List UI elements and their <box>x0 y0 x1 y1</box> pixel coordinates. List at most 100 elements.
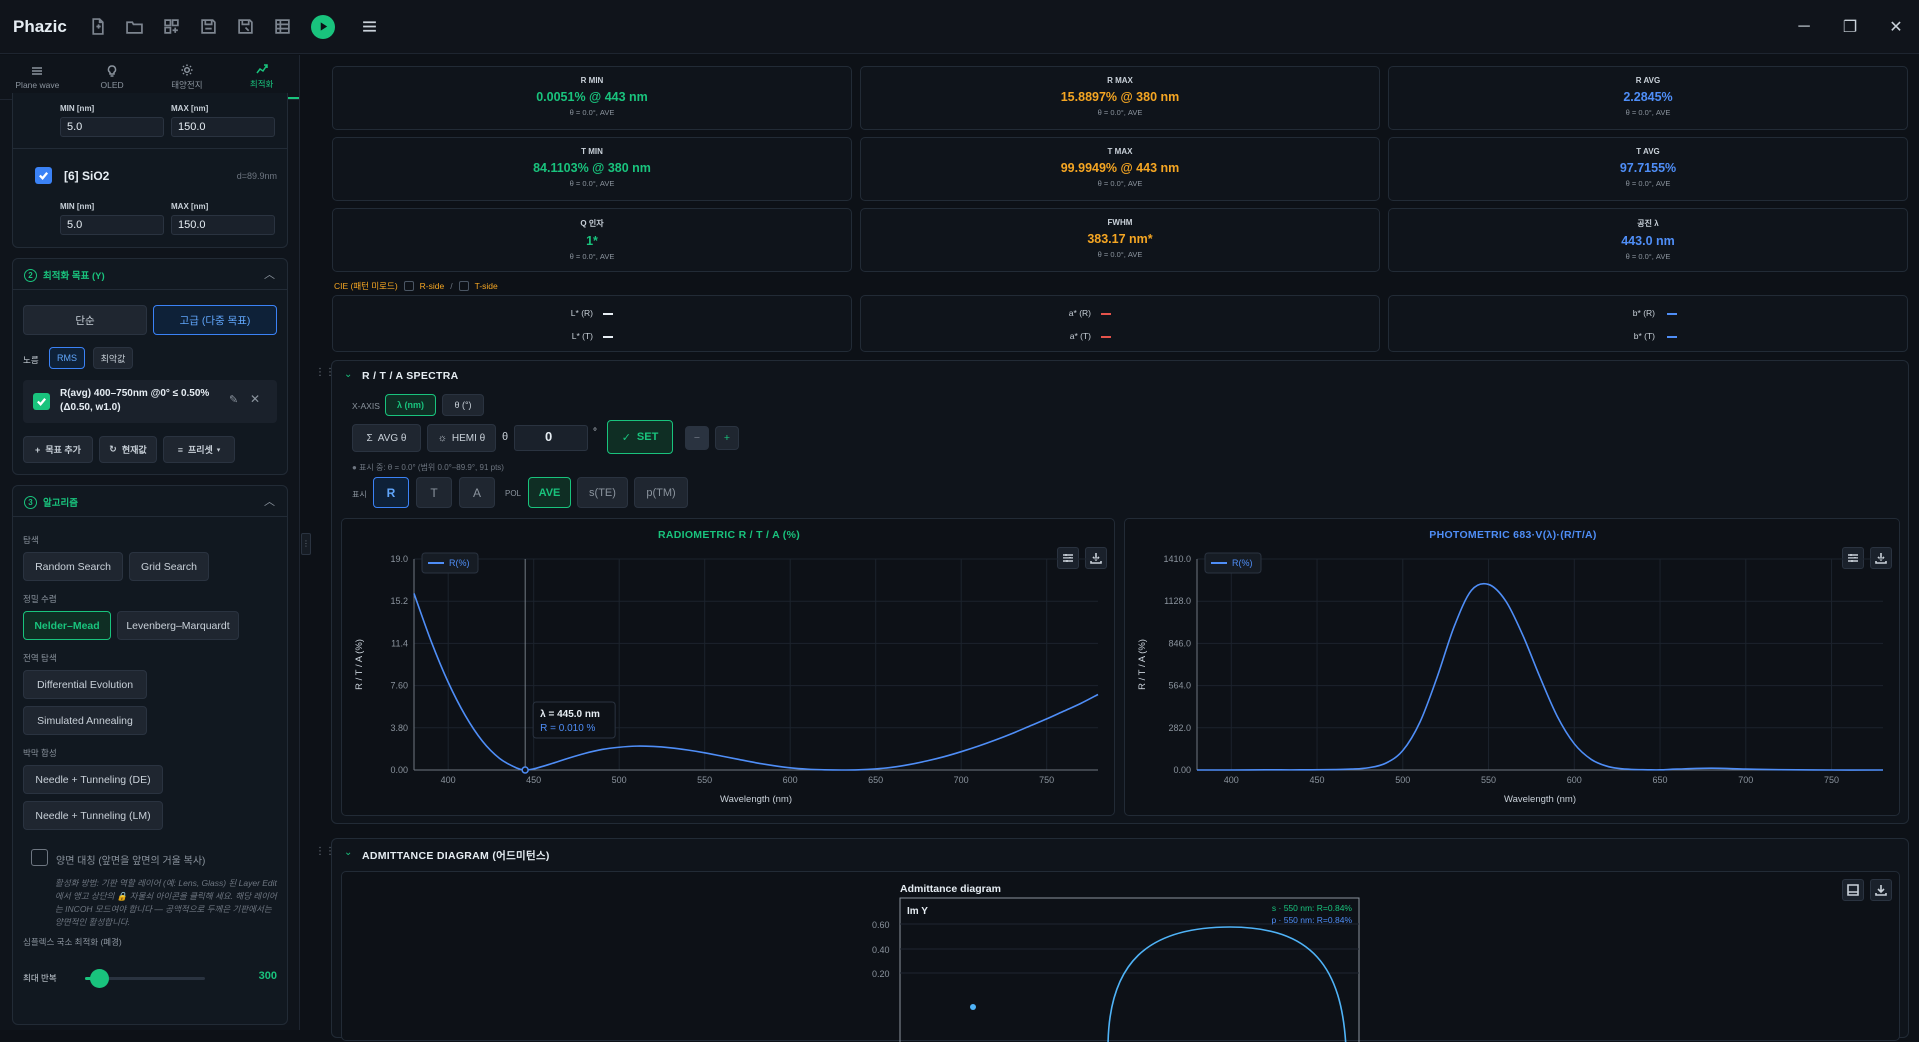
slider-thumb[interactable] <box>90 969 110 988</box>
norm-worst-button[interactable]: 최악값 <box>93 347 133 369</box>
t-side-checkbox[interactable] <box>458 281 469 291</box>
pol-ave-button[interactable]: AVE <box>528 477 571 508</box>
set-button[interactable]: ✓ SET <box>607 420 673 454</box>
spectra-title: R / T / A SPECTRA <box>362 370 459 382</box>
y-tick-label: 846.0 <box>1168 638 1191 648</box>
x-tick-label: 650 <box>868 775 883 785</box>
levenberg-button[interactable]: Levenberg–Marquardt <box>117 611 239 640</box>
target-weights: (Δ0.50, w1.0) <box>60 402 121 413</box>
cie-r-value <box>1101 313 1111 315</box>
drag-handle-icon[interactable]: ⋮⋮ <box>315 846 335 857</box>
hemi-theta-button[interactable]: ☼ HEMI θ <box>427 424 496 452</box>
theta-input[interactable]: 0 <box>514 425 588 451</box>
collapse-chevron-icon[interactable]: ⌄ <box>344 369 353 380</box>
current-value-button[interactable]: ↻ 현재값 <box>99 436 157 463</box>
table-icon[interactable] <box>270 14 295 39</box>
metric-title: R MIN <box>580 76 604 85</box>
cie-bar: CIE (패턴 미로드) R-side / T-side <box>334 280 498 292</box>
splitter-handle[interactable]: ⋮ <box>301 533 311 555</box>
metric-sub: θ = 0.0°, AVE <box>1625 108 1671 117</box>
tooltip-box <box>532 701 616 739</box>
add-grid-icon[interactable] <box>159 14 184 39</box>
max-input[interactable]: 150.0 <box>171 215 275 235</box>
tab-solar[interactable]: 태양전지 <box>150 55 225 99</box>
needle-lm-button[interactable]: Needle + Tunneling (LM) <box>23 801 163 830</box>
cie-r-value <box>1667 313 1677 315</box>
metric-card: T MIN 84.1103% @ 380 nm θ = 0.0°, AVE <box>332 137 852 201</box>
display-t-button[interactable]: T <box>416 477 452 508</box>
settings-sliders-icon[interactable] <box>1842 547 1864 569</box>
metric-sub: θ = 0.0°, AVE <box>1097 179 1143 188</box>
preset-button[interactable]: ≡ 프리셋 ▾ <box>163 436 235 463</box>
download-icon[interactable] <box>1085 547 1107 569</box>
max-input[interactable]: 150.0 <box>171 117 275 137</box>
avg-theta-button[interactable]: Σ AVG θ <box>352 424 421 452</box>
chevron-up-icon[interactable]: ︿ <box>264 269 275 281</box>
metric-sub: θ = 0.0°, AVE <box>569 252 615 261</box>
image-export-icon[interactable] <box>1842 879 1864 901</box>
mode-simple-button[interactable]: 단순 <box>23 305 147 335</box>
metric-card: T AVG 97.7155% θ = 0.0°, AVE <box>1388 137 1908 201</box>
delete-icon[interactable]: ✕ <box>250 392 261 406</box>
mode-advanced-button[interactable]: 고급 (다중 목표) <box>153 305 277 335</box>
x-theta-button[interactable]: θ (°) <box>442 394 484 416</box>
save-as-icon[interactable] <box>233 14 258 39</box>
download-icon[interactable] <box>1870 879 1892 901</box>
add-target-button[interactable]: + 목표 추가 <box>23 436 93 463</box>
layer-checkbox[interactable] <box>35 167 52 184</box>
simulated-annealing-button[interactable]: Simulated Annealing <box>23 706 147 735</box>
tab-plane-wave[interactable]: Plane wave <box>0 55 75 99</box>
sigma-icon: Σ <box>366 432 373 444</box>
norm-rms-button[interactable]: RMS <box>49 347 85 369</box>
pol-s-button[interactable]: s(TE) <box>577 477 628 508</box>
algorithm-header[interactable]: 3 알고리즘 <box>24 495 78 509</box>
drag-handle-icon[interactable]: ⋮⋮ <box>315 367 335 378</box>
theta-minus-button[interactable]: − <box>685 426 709 450</box>
nelder-mead-button[interactable]: Nelder–Mead <box>23 611 111 640</box>
theta-plus-button[interactable]: + <box>715 426 739 450</box>
cie-r-label: a* (R) <box>1068 308 1091 318</box>
settings-sliders-icon[interactable] <box>1057 547 1079 569</box>
chevron-up-icon[interactable]: ︿ <box>264 496 275 508</box>
x-lambda-button[interactable]: λ (nm) <box>385 394 436 416</box>
mirror-checkbox[interactable] <box>31 849 48 866</box>
metric-value: 1* <box>586 234 598 248</box>
cie-t-value <box>1101 336 1111 338</box>
open-folder-icon[interactable] <box>122 14 147 39</box>
grid-search-button[interactable]: Grid Search <box>129 552 209 581</box>
min-input[interactable]: 5.0 <box>60 215 164 235</box>
display-a-button[interactable]: A <box>459 477 495 508</box>
title-bar: Phazic ─ ❐ ✕ <box>0 0 1919 54</box>
tab-oled[interactable]: OLED <box>75 55 150 99</box>
minimize-button[interactable]: ─ <box>1798 18 1810 35</box>
metric-sub: θ = 0.0°, AVE <box>569 179 615 188</box>
random-search-button[interactable]: Random Search <box>23 552 123 581</box>
target-header[interactable]: 2 최적화 목표 (Y) <box>24 268 105 282</box>
needle-de-button[interactable]: Needle + Tunneling (DE) <box>23 765 163 794</box>
menu-icon[interactable] <box>357 14 382 39</box>
list-icon: ≡ <box>177 444 183 455</box>
save-icon[interactable] <box>196 14 221 39</box>
target-checkbox[interactable] <box>33 393 50 410</box>
download-icon[interactable] <box>1870 547 1892 569</box>
r-side-checkbox[interactable] <box>403 281 414 291</box>
radiometric-plot: 19.0 15.2 11.4 7.60 3.80 0.00 400 450 500 550 600 6… <box>354 552 1099 805</box>
edit-icon[interactable]: ✎ <box>229 394 239 406</box>
differential-evolution-button[interactable]: Differential Evolution <box>23 670 147 699</box>
pol-p-button[interactable]: p(TM) <box>634 477 688 508</box>
collapse-chevron-icon[interactable]: ⌄ <box>344 847 353 858</box>
x-tick-label: 450 <box>526 775 541 785</box>
x-tick-label: 500 <box>612 775 627 785</box>
min-input[interactable]: 5.0 <box>60 117 164 137</box>
display-r-button[interactable]: R <box>373 477 409 508</box>
target-expression: R(avg) 400–750nm @0° ≤ 0.50% <box>60 388 210 399</box>
cie-label: CIE (패턴 미로드) <box>334 281 398 291</box>
maximize-button[interactable]: ❐ <box>1842 19 1858 36</box>
y-tick: 0.60 <box>872 920 890 930</box>
run-button[interactable] <box>311 14 335 39</box>
cie-t-label: b* (T) <box>1633 331 1655 341</box>
max-iter-slider[interactable] <box>85 969 205 988</box>
x-tick-label: 450 <box>1310 775 1325 785</box>
close-button[interactable]: ✕ <box>1889 19 1903 36</box>
new-file-icon[interactable] <box>85 14 110 39</box>
